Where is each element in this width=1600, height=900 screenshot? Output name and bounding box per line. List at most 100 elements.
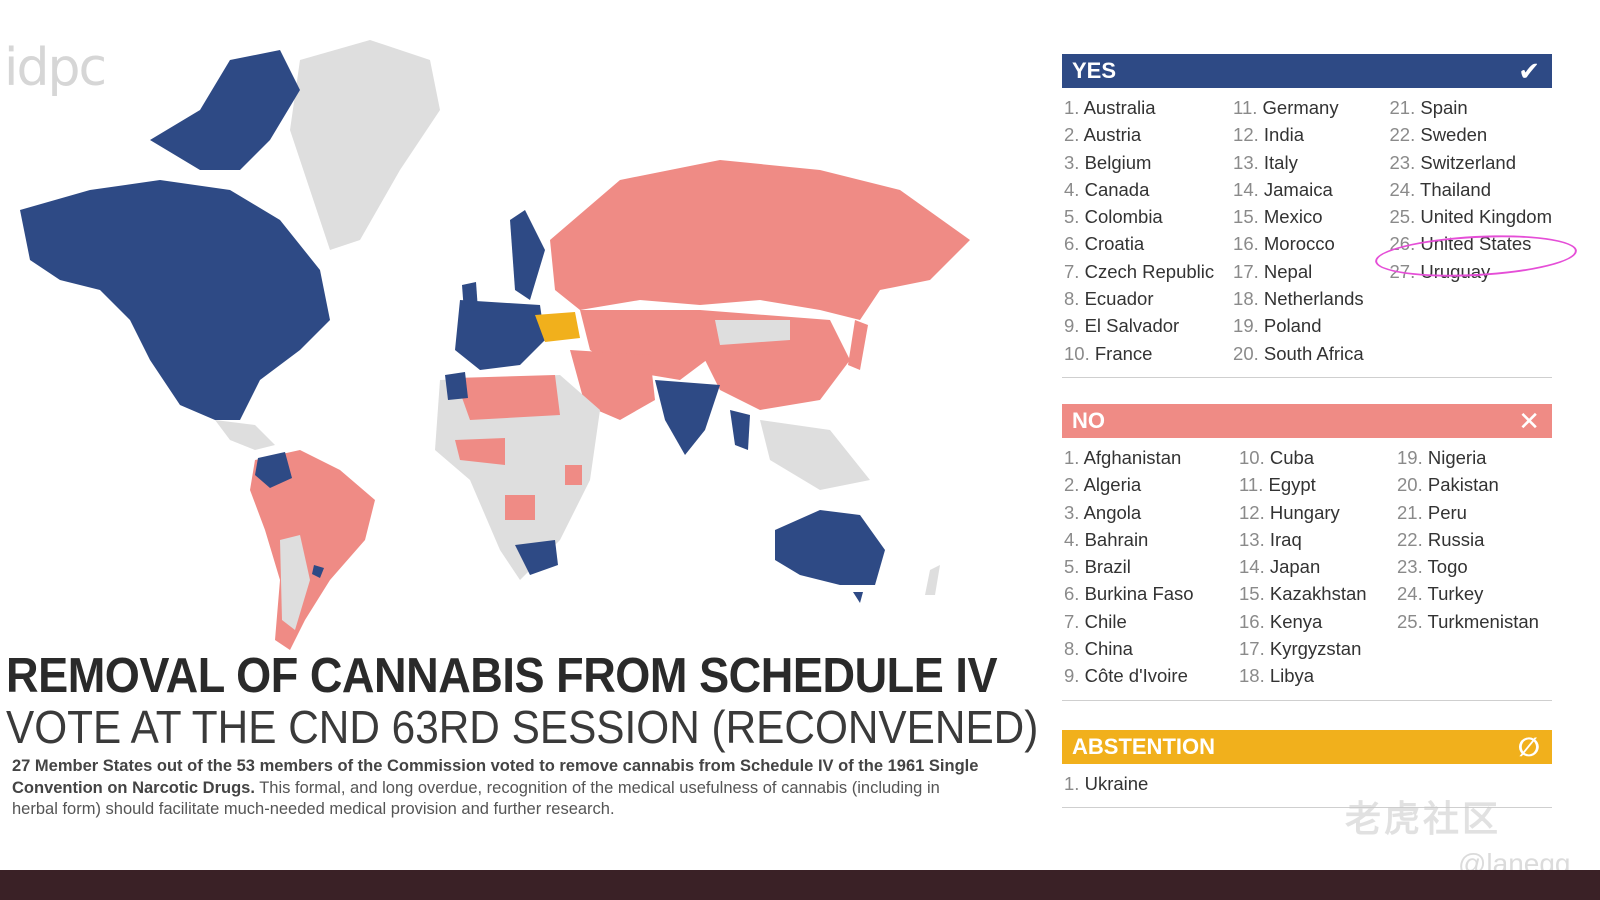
list-item-label: Afghanistan: [1083, 447, 1182, 468]
list-item-number: 1.: [1064, 447, 1084, 468]
map-colombia: [255, 452, 292, 488]
list-item-label: Kazakhstan: [1269, 583, 1367, 605]
list-item-number: 11.: [1233, 97, 1263, 118]
list-item-number: 3.: [1064, 501, 1084, 523]
yes-list-item: 15. Mexico: [1233, 203, 1389, 230]
yes-list-item: 13. Italy: [1233, 149, 1389, 176]
world-map: [20, 40, 970, 650]
yes-list-item: 4. Canada: [1064, 176, 1233, 203]
list-item-label: Côte d'Ivoire: [1084, 665, 1188, 687]
map-morocco: [445, 372, 468, 400]
list-item-number: 16.: [1233, 233, 1264, 255]
list-item-number: 24.: [1397, 583, 1428, 605]
yes-list-item: 12. India: [1233, 121, 1389, 148]
map-mongolia: [715, 320, 790, 345]
yes-separator: [1062, 376, 1552, 378]
no-list-item: 10. Cuba: [1239, 444, 1397, 471]
no-list: 1. Afghanistan 2. Algeria 3. Angola 4. Bahr…: [1062, 438, 1552, 690]
yes-list: 1. Australia 2. Austria 3. Belgium 4. Canad…: [1062, 88, 1552, 367]
list-item-number: 13.: [1233, 151, 1264, 173]
no-list-item: 9. Côte d'Ivoire: [1064, 662, 1239, 689]
yes-list-item: 1. Australia: [1064, 94, 1233, 121]
list-item-number: 10.: [1064, 342, 1095, 364]
map-uk: [462, 282, 478, 312]
list-item-label: Togo: [1427, 556, 1468, 578]
list-item-label: Algeria: [1083, 474, 1142, 496]
no-list-item: 25. Turkmenistan: [1397, 608, 1539, 635]
no-list-item: 12. Hungary: [1239, 499, 1397, 526]
list-item-number: 7.: [1064, 260, 1085, 282]
no-list-item: 8. China: [1064, 635, 1239, 662]
abstention-list: 1. Ukraine: [1062, 764, 1552, 797]
no-list-item: 19. Nigeria: [1397, 444, 1539, 471]
yes-list-item: 22. Sweden: [1390, 121, 1553, 148]
list-item-number: 3.: [1064, 151, 1085, 173]
list-item-number: 7.: [1064, 610, 1085, 632]
watermark: 老虎社区: [1345, 798, 1502, 839]
map-western-europe: [455, 300, 545, 370]
list-item-number: 22.: [1397, 528, 1428, 550]
list-item-label: China: [1084, 638, 1133, 660]
map-north-america: [20, 180, 330, 420]
list-item-number: 18.: [1233, 288, 1264, 310]
no-list-item: 17. Kyrgyzstan: [1239, 635, 1397, 662]
abstention-list-item: 1. Ukraine: [1064, 770, 1148, 797]
list-item-number: 6.: [1064, 233, 1085, 255]
list-item-number: 21.: [1397, 501, 1428, 523]
no-list-item: 18. Libya: [1239, 662, 1397, 689]
map-india: [655, 380, 720, 455]
list-item-number: 23.: [1397, 556, 1428, 578]
map-central-america: [215, 420, 275, 450]
bottom-strip: [0, 870, 1600, 900]
yes-list-item: 6. Croatia: [1064, 230, 1233, 257]
description: 27 Member States out of the 53 members o…: [12, 756, 982, 821]
list-item-label: Germany: [1262, 97, 1339, 118]
list-item-label: Pakistan: [1427, 474, 1499, 496]
empty-set-icon: ∅: [1517, 732, 1540, 762]
yes-panel: YES ✔ 1. Australia 2. Austria 3. Belgium 4.…: [1062, 54, 1552, 378]
yes-list-item: 16. Morocco: [1233, 230, 1389, 257]
no-list-item: 15. Kazakhstan: [1239, 580, 1397, 607]
yes-list-item: 17. Nepal: [1233, 258, 1389, 285]
list-item-number: 22.: [1389, 124, 1421, 146]
list-item-number: 20.: [1233, 342, 1264, 364]
no-list-item: 2. Algeria: [1064, 471, 1239, 498]
no-separator: [1062, 699, 1552, 701]
list-item-label: Australia: [1083, 97, 1156, 118]
list-item-label: Mexico: [1263, 206, 1323, 228]
map-south-america: [250, 450, 375, 650]
list-item-label: Jamaica: [1263, 178, 1333, 200]
no-header: NO ✕: [1062, 404, 1552, 438]
yes-label: YES: [1072, 58, 1117, 83]
list-item-number: 25.: [1397, 610, 1428, 632]
list-item-number: 17.: [1233, 260, 1264, 282]
list-item-label: Spain: [1420, 97, 1468, 118]
list-item-label: Japan: [1269, 556, 1321, 578]
list-item-label: Thailand: [1420, 178, 1491, 200]
map-japan: [848, 320, 868, 370]
map-uruguay: [312, 565, 324, 578]
list-item-label: Hungary: [1269, 501, 1340, 523]
no-list-item: 21. Peru: [1397, 499, 1539, 526]
list-item-number: 26.: [1389, 233, 1421, 255]
list-item-label: Austria: [1083, 124, 1142, 146]
list-item-number: 4.: [1064, 528, 1085, 550]
yes-list-item: 9. El Salvador: [1064, 312, 1233, 339]
list-item-label: Peru: [1427, 501, 1467, 523]
no-list-item: 20. Pakistan: [1397, 471, 1539, 498]
list-item-number: 12.: [1239, 501, 1270, 523]
list-item-label: Kenya: [1269, 610, 1323, 632]
map-north-africa: [455, 375, 560, 420]
no-list-item: 23. Togo: [1397, 553, 1539, 580]
list-item-label: Colombia: [1084, 206, 1163, 228]
map-scandinavia: [510, 210, 545, 300]
no-list-item: 22. Russia: [1397, 526, 1539, 553]
list-item-label: Italy: [1263, 151, 1298, 173]
map-tasmania: [853, 592, 863, 603]
yes-list-item: 8. Ecuador: [1064, 285, 1233, 312]
list-item-label: Ukraine: [1084, 773, 1149, 794]
list-item-number: 15.: [1239, 583, 1270, 605]
no-list-item: 1. Afghanistan: [1064, 444, 1239, 471]
list-item-number: 2.: [1064, 474, 1084, 496]
map-canada-islands: [150, 50, 300, 170]
